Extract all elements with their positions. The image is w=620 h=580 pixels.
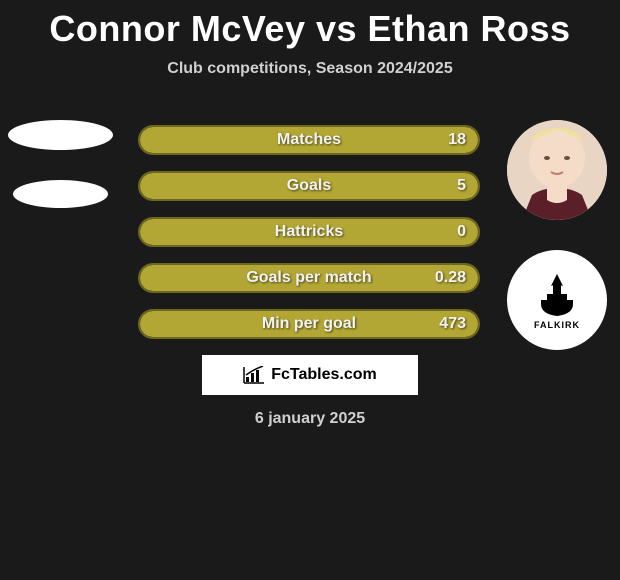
club-name-label: FALKIRK bbox=[534, 320, 580, 330]
stat-label: Min per goal bbox=[262, 315, 356, 333]
stat-label: Matches bbox=[277, 131, 341, 149]
left-player-column bbox=[5, 120, 115, 208]
chart-icon bbox=[243, 366, 265, 384]
stat-label: Goals bbox=[287, 177, 331, 195]
stat-row-goals: Goals 5 bbox=[138, 171, 480, 201]
stats-container: Matches 18 Goals 5 Hattricks 0 Goals per… bbox=[138, 125, 480, 339]
player1-club-placeholder bbox=[13, 180, 108, 208]
stat-row-matches: Matches 18 bbox=[138, 125, 480, 155]
branding-text: FcTables.com bbox=[271, 366, 377, 384]
date-label: 6 january 2025 bbox=[0, 410, 620, 428]
right-player-column: FALKIRK bbox=[502, 120, 612, 350]
stat-label: Goals per match bbox=[246, 269, 371, 287]
page-title: Connor McVey vs Ethan Ross bbox=[0, 0, 620, 50]
stat-value: 18 bbox=[448, 131, 466, 149]
branding-badge: FcTables.com bbox=[202, 355, 418, 395]
stat-row-mpg: Min per goal 473 bbox=[138, 309, 480, 339]
stat-value: 473 bbox=[439, 315, 466, 333]
player1-avatar-placeholder bbox=[8, 120, 113, 150]
club-crest-icon bbox=[533, 270, 581, 318]
stat-value: 0.28 bbox=[435, 269, 466, 287]
player2-club-badge: FALKIRK bbox=[507, 250, 607, 350]
stat-label: Hattricks bbox=[275, 223, 343, 241]
subtitle: Club competitions, Season 2024/2025 bbox=[0, 60, 620, 78]
stat-value: 0 bbox=[457, 223, 466, 241]
stat-value: 5 bbox=[457, 177, 466, 195]
stat-row-gpm: Goals per match 0.28 bbox=[138, 263, 480, 293]
stat-row-hattricks: Hattricks 0 bbox=[138, 217, 480, 247]
player-face-icon bbox=[507, 120, 607, 220]
player2-avatar bbox=[507, 120, 607, 220]
